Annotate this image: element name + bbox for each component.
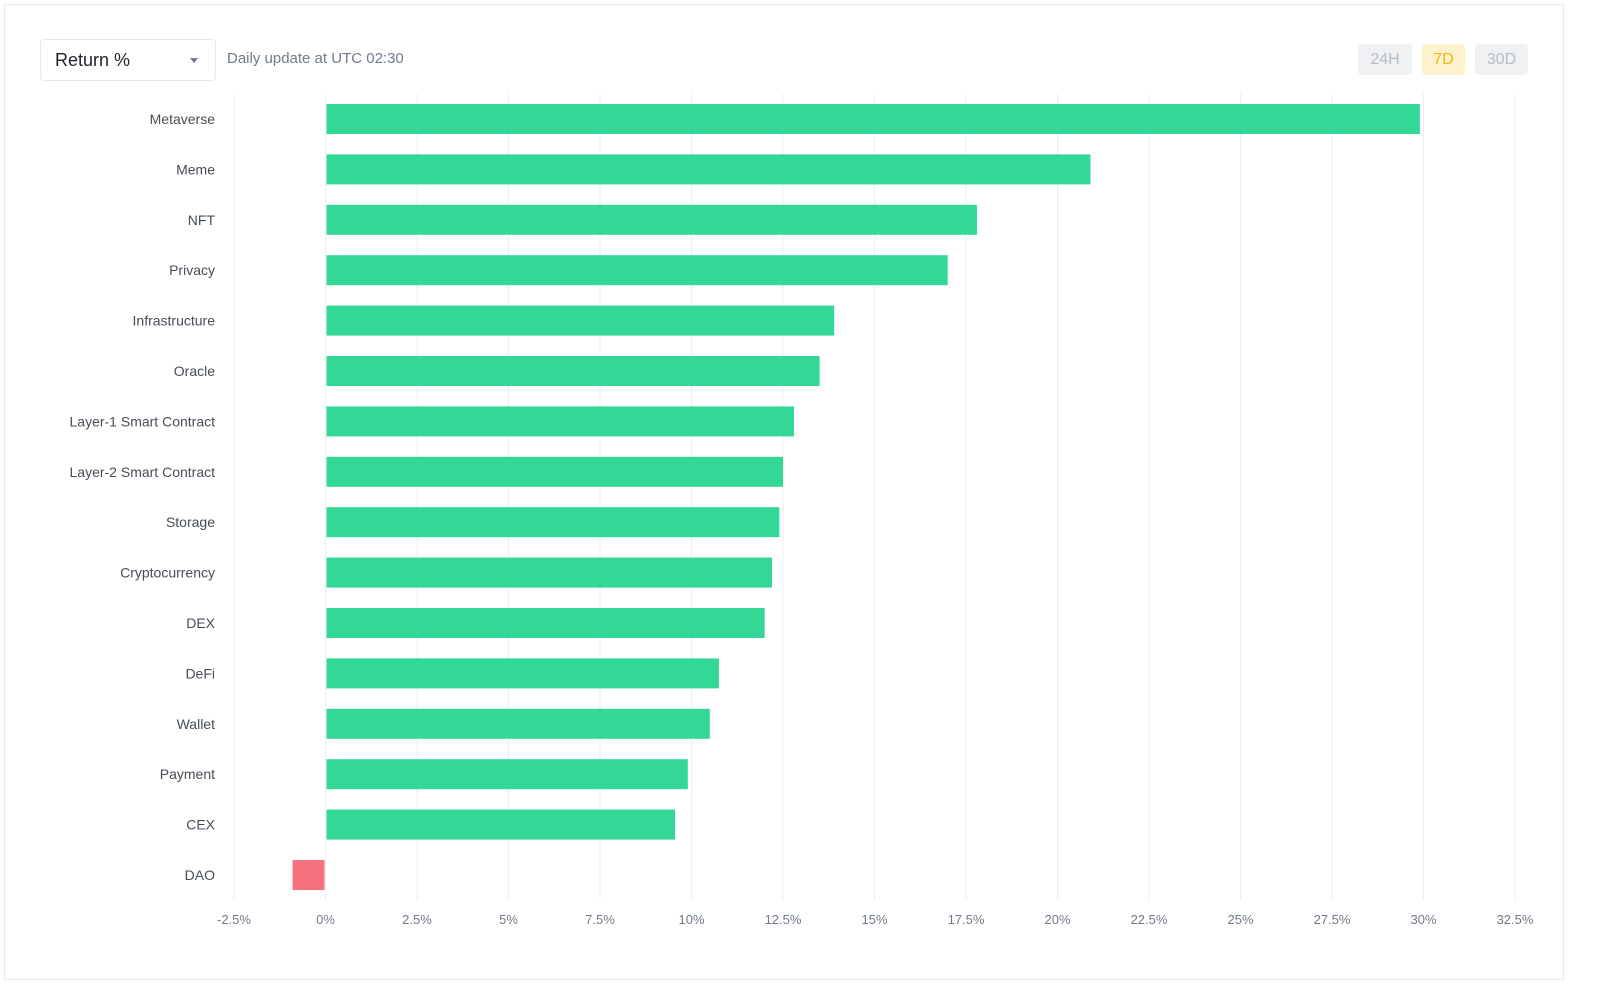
x-tick-label: 5% bbox=[499, 912, 518, 927]
bar bbox=[326, 456, 783, 487]
tab-7d[interactable]: 7D bbox=[1422, 44, 1465, 75]
update-note: Daily update at UTC 02:30 bbox=[227, 50, 404, 67]
category-label: Payment bbox=[160, 766, 215, 782]
category-label: Infrastructure bbox=[133, 313, 216, 329]
bar bbox=[326, 809, 676, 840]
category-label: Metaverse bbox=[150, 111, 216, 127]
category-label: Oracle bbox=[174, 363, 215, 379]
category-label: DeFi bbox=[185, 665, 215, 681]
x-tick-label: 2.5% bbox=[402, 912, 432, 927]
bar bbox=[326, 507, 780, 538]
x-tick-label: 0% bbox=[316, 912, 335, 927]
x-tick-label: 22.5% bbox=[1131, 912, 1168, 927]
x-tick-label: 15% bbox=[861, 912, 887, 927]
category-label: Cryptocurrency bbox=[120, 565, 215, 581]
category-label: Layer-2 Smart Contract bbox=[70, 464, 216, 480]
bar bbox=[326, 759, 688, 790]
period-tabs: 24H 7D 30D bbox=[1358, 44, 1528, 75]
metric-dropdown[interactable]: Return % bbox=[40, 39, 216, 81]
x-tick-label: -2.5% bbox=[217, 912, 251, 927]
chevron-down-icon bbox=[190, 57, 198, 63]
x-tick-label: 27.5% bbox=[1314, 912, 1351, 927]
bar bbox=[326, 154, 1091, 185]
tab-30d[interactable]: 30D bbox=[1475, 44, 1528, 75]
bar bbox=[326, 608, 765, 638]
bar bbox=[326, 557, 773, 588]
x-tick-label: 7.5% bbox=[585, 912, 615, 927]
bar bbox=[326, 356, 820, 386]
bar bbox=[326, 204, 977, 235]
category-label: Layer-1 Smart Contract bbox=[70, 413, 216, 429]
category-label: Privacy bbox=[169, 262, 215, 278]
category-label: Storage bbox=[166, 514, 215, 530]
category-label: DEX bbox=[186, 615, 215, 631]
bar bbox=[326, 658, 719, 689]
x-tick-label: 25% bbox=[1227, 912, 1253, 927]
bar bbox=[326, 255, 948, 286]
x-tick-label: 10% bbox=[678, 912, 704, 927]
category-label: NFT bbox=[188, 212, 216, 228]
category-label: Wallet bbox=[177, 716, 215, 732]
bar bbox=[292, 860, 325, 890]
category-label: DAO bbox=[185, 867, 215, 883]
tab-24h[interactable]: 24H bbox=[1358, 44, 1412, 75]
category-label: CEX bbox=[186, 817, 215, 833]
bar bbox=[326, 305, 835, 336]
bar bbox=[326, 104, 1420, 134]
x-tick-label: 17.5% bbox=[948, 912, 985, 927]
bar bbox=[326, 708, 710, 739]
x-tick-label: 30% bbox=[1410, 912, 1436, 927]
bar bbox=[326, 406, 794, 437]
x-tick-label: 20% bbox=[1044, 912, 1070, 927]
category-label: Meme bbox=[176, 161, 215, 177]
x-tick-label: 12.5% bbox=[765, 912, 802, 927]
metric-dropdown-label: Return % bbox=[55, 49, 131, 70]
x-tick-label: 32.5% bbox=[1497, 912, 1534, 927]
